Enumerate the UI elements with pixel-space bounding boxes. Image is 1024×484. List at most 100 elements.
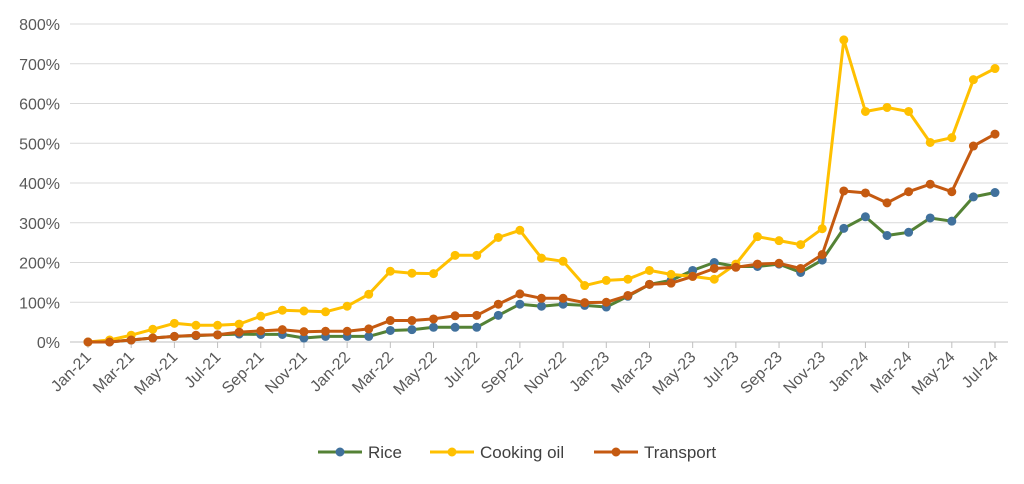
x-tick-label: Jan-23 bbox=[567, 349, 614, 396]
data-point bbox=[882, 198, 892, 208]
data-point bbox=[429, 269, 439, 279]
data-point bbox=[321, 326, 331, 336]
data-point bbox=[126, 335, 136, 345]
legend-item: Cooking oil bbox=[430, 443, 564, 462]
data-point bbox=[904, 106, 914, 116]
data-point bbox=[925, 179, 935, 189]
data-point bbox=[839, 186, 849, 196]
series-transport bbox=[83, 129, 1000, 347]
x-tick-label: Mar-24 bbox=[868, 349, 916, 397]
data-point bbox=[731, 262, 741, 272]
x-tick-label: Nov-22 bbox=[521, 349, 570, 398]
data-point bbox=[904, 227, 914, 237]
data-point bbox=[493, 310, 503, 320]
legend-swatch-marker bbox=[447, 447, 457, 457]
data-point bbox=[321, 307, 331, 317]
data-point bbox=[817, 250, 827, 260]
data-point bbox=[623, 290, 633, 300]
y-tick-label: 0% bbox=[37, 335, 60, 352]
data-point bbox=[968, 192, 978, 202]
data-point bbox=[537, 293, 546, 303]
data-point bbox=[277, 305, 287, 315]
data-point bbox=[709, 263, 719, 273]
data-point bbox=[839, 35, 849, 45]
data-point bbox=[580, 298, 590, 308]
data-point bbox=[148, 324, 158, 334]
legend-item: Transport bbox=[594, 443, 716, 462]
x-tick-label: May-21 bbox=[131, 349, 181, 399]
data-point bbox=[968, 75, 978, 85]
axes: 0% 100% 200% 300% 400% 500% 600% 700% 800% Jan-21… bbox=[19, 17, 1008, 399]
data-point bbox=[277, 325, 287, 335]
data-point bbox=[904, 187, 914, 197]
data-point bbox=[688, 271, 698, 281]
data-point bbox=[947, 187, 957, 197]
data-point bbox=[493, 299, 503, 309]
data-point bbox=[364, 324, 374, 334]
data-point bbox=[169, 331, 179, 341]
data-point bbox=[493, 232, 503, 242]
data-point bbox=[472, 310, 482, 320]
gridlines bbox=[70, 23, 1008, 343]
data-point bbox=[968, 141, 978, 151]
data-point bbox=[472, 322, 482, 332]
data-point bbox=[709, 274, 719, 284]
data-point bbox=[817, 224, 827, 234]
data-point bbox=[191, 330, 201, 340]
data-point bbox=[472, 250, 482, 260]
y-tick-label: 100% bbox=[19, 295, 60, 312]
legend-label: Transport bbox=[644, 443, 716, 462]
data-point bbox=[407, 316, 417, 326]
legend-swatch-marker bbox=[611, 447, 621, 457]
data-point bbox=[429, 322, 439, 332]
x-tick-label: Nov-21 bbox=[262, 349, 311, 398]
data-point bbox=[839, 223, 849, 233]
data-point bbox=[666, 278, 676, 288]
series-group bbox=[83, 35, 1000, 347]
data-point bbox=[213, 330, 223, 340]
data-point bbox=[342, 301, 352, 311]
series-line bbox=[86, 191, 997, 344]
data-point bbox=[623, 274, 633, 284]
legend-swatch-marker bbox=[335, 447, 345, 457]
data-point bbox=[601, 297, 611, 307]
data-point bbox=[364, 331, 374, 341]
data-point bbox=[450, 250, 460, 260]
data-point bbox=[407, 325, 417, 335]
y-tick-label: 400% bbox=[19, 176, 60, 193]
legend-item: Rice bbox=[318, 443, 402, 462]
data-point bbox=[515, 225, 525, 235]
data-point bbox=[666, 269, 676, 279]
data-point bbox=[83, 337, 93, 347]
data-point bbox=[385, 316, 395, 326]
data-point bbox=[925, 213, 935, 223]
data-point bbox=[644, 265, 654, 275]
data-point bbox=[860, 188, 870, 198]
data-point bbox=[191, 320, 201, 330]
data-point bbox=[515, 289, 525, 299]
data-point bbox=[385, 325, 395, 335]
data-point bbox=[882, 102, 892, 112]
data-point bbox=[925, 137, 935, 147]
y-tick-label: 700% bbox=[19, 57, 60, 74]
data-point bbox=[342, 326, 352, 336]
series-line bbox=[86, 132, 997, 344]
data-point bbox=[407, 268, 417, 278]
x-tick-label: Jan-22 bbox=[307, 349, 354, 396]
data-point bbox=[169, 318, 179, 328]
x-tick-label: Sep-21 bbox=[219, 349, 268, 398]
data-point bbox=[385, 266, 395, 276]
data-point bbox=[148, 333, 158, 343]
data-point bbox=[752, 259, 762, 269]
data-point bbox=[860, 106, 870, 116]
data-point bbox=[990, 188, 1000, 198]
data-point bbox=[234, 319, 244, 329]
y-tick-label: 800% bbox=[19, 17, 60, 34]
data-point bbox=[299, 327, 309, 337]
x-tick-label: May-24 bbox=[909, 349, 959, 399]
data-point bbox=[256, 326, 266, 336]
x-tick-label: May-22 bbox=[391, 349, 441, 399]
x-tick-label: Mar-21 bbox=[90, 349, 138, 397]
x-tick-label: Jan-24 bbox=[826, 349, 873, 396]
